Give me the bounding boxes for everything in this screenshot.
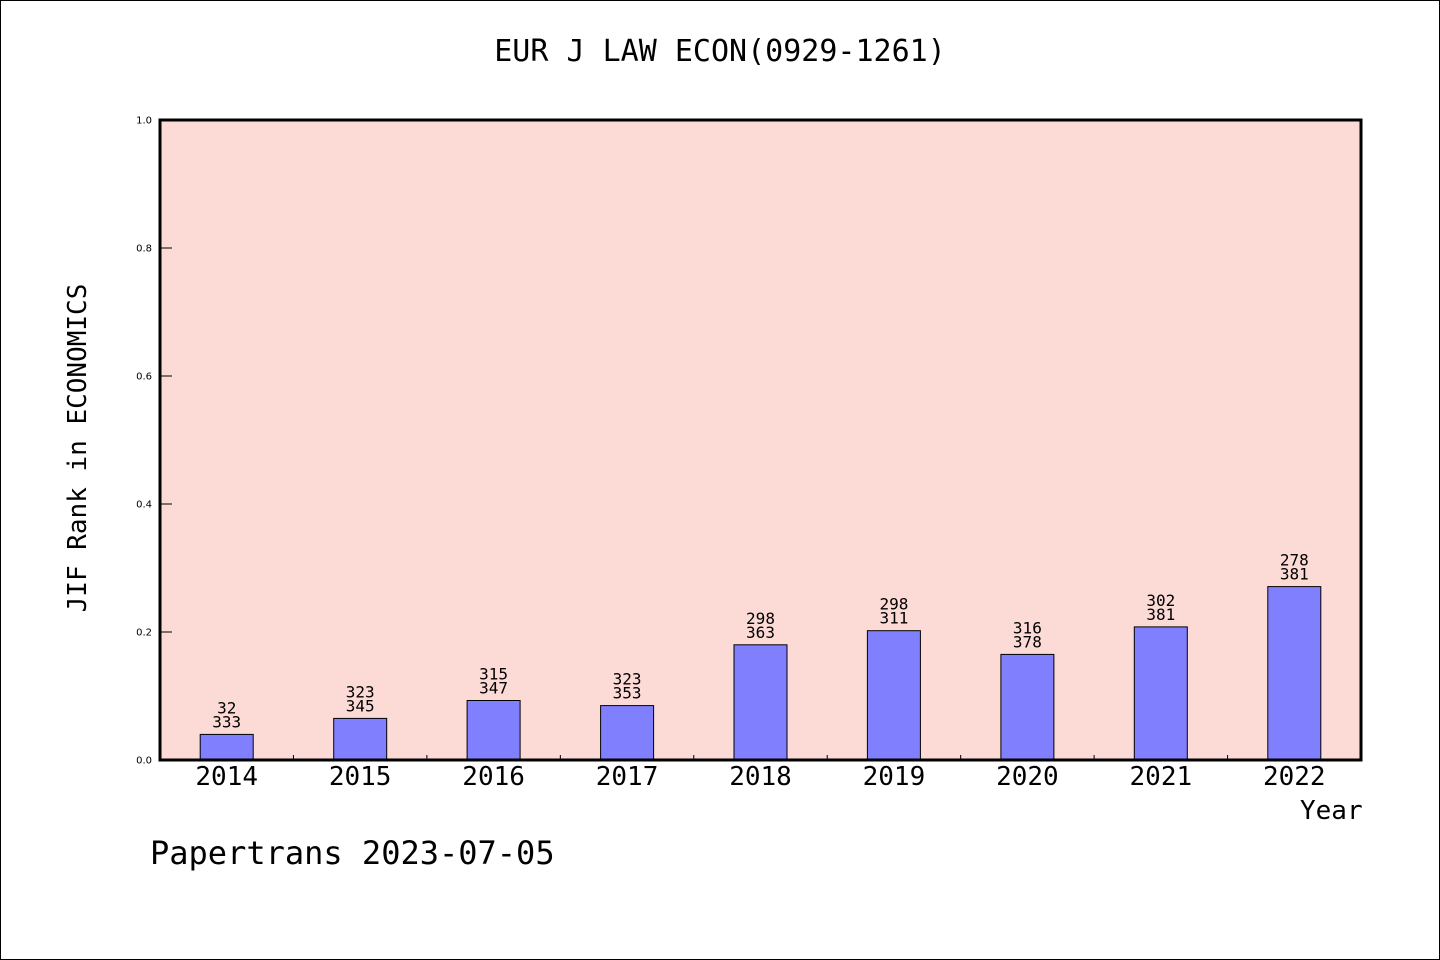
y-tick-label: 0.6 (136, 372, 152, 383)
bar-total-label: 363 (746, 623, 775, 642)
x-tick-label: 2016 (462, 762, 525, 792)
x-tick-label: 2020 (996, 762, 1059, 792)
x-axis-title: Year (1300, 796, 1363, 826)
bar-rank-label: 316 (1013, 618, 1042, 637)
x-tick-label: 2021 (1130, 762, 1193, 792)
x-tick-label: 2022 (1263, 762, 1326, 792)
bar-2016 (466, 700, 521, 761)
bar-2018 (733, 644, 788, 761)
bar-2015 (333, 717, 388, 761)
bar-total-label: 378 (1013, 632, 1042, 651)
bar-total-label: 311 (879, 609, 908, 628)
bar-rank-label: 298 (879, 595, 908, 614)
bar-total-label: 345 (346, 696, 375, 715)
bar-2021 (1133, 626, 1188, 761)
bar-rank-label: 323 (346, 682, 375, 701)
bar-total-label: 353 (613, 684, 642, 703)
bar-total-label: 333 (212, 712, 241, 731)
x-tick-label: 2014 (195, 762, 258, 792)
bar-2022 (1267, 586, 1322, 761)
y-tick-label: 0.8 (136, 244, 152, 255)
y-tick-label: 0.2 (136, 628, 152, 639)
bar-rank-label: 315 (479, 665, 508, 684)
bar-rank-label: 32 (217, 698, 236, 717)
bar-total-label: 347 (479, 679, 508, 698)
footer-caption: Papertrans 2023-07-05 (150, 834, 555, 872)
bar-rank-label: 278 (1280, 551, 1309, 570)
bar-rank-label: 302 (1146, 591, 1175, 610)
y-tick-label: 0.4 (136, 500, 152, 511)
bar-total-label: 381 (1280, 565, 1309, 584)
bar-rank-label: 323 (613, 670, 642, 689)
x-tick-label: 2018 (729, 762, 792, 792)
x-tick-label: 2015 (329, 762, 392, 792)
bar-2017 (600, 705, 655, 761)
bar-rank-label: 298 (746, 609, 775, 628)
y-tick-label: 1.0 (136, 116, 152, 127)
x-tick-label: 2017 (596, 762, 659, 792)
x-tick-label: 2019 (863, 762, 926, 792)
bar-2020 (1000, 653, 1055, 761)
bar-2019 (866, 630, 921, 761)
bar-total-label: 381 (1146, 605, 1175, 624)
y-tick-label: 0.0 (136, 756, 152, 767)
bar-2014 (199, 733, 254, 761)
plot-border (158, 118, 1363, 762)
chart-title: EUR J LAW ECON(0929-1261) (494, 34, 946, 69)
